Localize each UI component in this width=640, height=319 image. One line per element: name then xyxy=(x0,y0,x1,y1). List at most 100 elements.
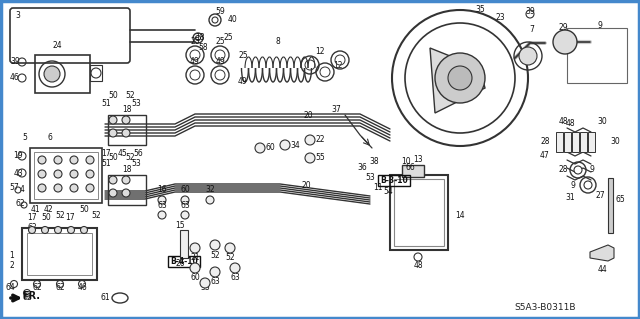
Text: 62: 62 xyxy=(27,224,37,233)
Text: 42: 42 xyxy=(43,205,53,214)
Circle shape xyxy=(305,135,315,145)
Circle shape xyxy=(109,116,117,124)
Text: 25: 25 xyxy=(190,36,200,46)
Circle shape xyxy=(122,116,130,124)
Text: 58: 58 xyxy=(198,43,208,53)
Text: 19: 19 xyxy=(13,152,23,160)
Text: 34: 34 xyxy=(290,140,300,150)
Circle shape xyxy=(44,66,60,82)
Circle shape xyxy=(206,196,214,204)
Text: 48: 48 xyxy=(565,120,575,129)
Text: 6: 6 xyxy=(47,133,52,143)
Text: 25: 25 xyxy=(238,50,248,60)
Circle shape xyxy=(86,156,94,164)
Bar xyxy=(394,179,444,246)
Circle shape xyxy=(181,211,189,219)
Bar xyxy=(108,175,146,205)
Text: 8: 8 xyxy=(276,38,280,47)
Bar xyxy=(108,115,146,145)
Text: B-4-10: B-4-10 xyxy=(170,257,198,266)
Bar xyxy=(180,230,188,258)
Text: 18: 18 xyxy=(122,165,132,174)
Bar xyxy=(580,132,587,152)
Bar xyxy=(556,132,563,152)
Text: 37: 37 xyxy=(331,106,341,115)
Circle shape xyxy=(38,156,46,164)
Text: 49: 49 xyxy=(238,78,248,86)
Text: 48: 48 xyxy=(413,261,423,270)
Text: 63: 63 xyxy=(210,278,220,286)
Circle shape xyxy=(54,226,61,234)
Text: 53: 53 xyxy=(365,174,375,182)
Circle shape xyxy=(280,140,290,150)
Text: 17: 17 xyxy=(27,213,37,222)
Text: 25: 25 xyxy=(223,33,233,42)
Text: 64: 64 xyxy=(5,284,15,293)
Text: 62: 62 xyxy=(55,284,65,293)
Text: 12: 12 xyxy=(316,48,324,56)
Text: 52: 52 xyxy=(125,152,135,161)
Text: 24: 24 xyxy=(52,41,62,50)
Text: 27: 27 xyxy=(595,190,605,199)
Text: 56: 56 xyxy=(133,149,143,158)
Text: 44: 44 xyxy=(597,265,607,275)
Text: 12: 12 xyxy=(333,61,343,70)
Text: 7: 7 xyxy=(529,26,534,34)
Circle shape xyxy=(190,263,200,273)
Text: 2: 2 xyxy=(10,262,14,271)
Bar xyxy=(22,228,97,280)
Text: 29: 29 xyxy=(558,24,568,33)
Circle shape xyxy=(158,211,166,219)
Text: 13: 13 xyxy=(413,154,423,164)
Text: 22: 22 xyxy=(316,136,324,145)
Text: 49: 49 xyxy=(190,56,200,65)
Circle shape xyxy=(86,170,94,178)
Text: 65: 65 xyxy=(615,196,625,204)
Text: S5A3-B0311B: S5A3-B0311B xyxy=(515,303,576,313)
Text: 18: 18 xyxy=(195,33,205,42)
Text: 41: 41 xyxy=(30,205,40,214)
Bar xyxy=(35,55,90,93)
Text: 39: 39 xyxy=(525,8,535,17)
Text: 17: 17 xyxy=(101,149,111,158)
Circle shape xyxy=(448,66,472,90)
Text: 35: 35 xyxy=(475,5,485,14)
Circle shape xyxy=(181,196,189,204)
Text: 52: 52 xyxy=(125,91,135,100)
Circle shape xyxy=(519,47,537,65)
Text: 52: 52 xyxy=(55,211,65,220)
Text: 50: 50 xyxy=(108,152,118,161)
Bar xyxy=(572,132,579,152)
Bar xyxy=(390,175,448,250)
Text: 30: 30 xyxy=(610,137,620,146)
Text: 59: 59 xyxy=(215,8,225,17)
Text: 57: 57 xyxy=(9,183,19,192)
Text: 45: 45 xyxy=(118,149,128,158)
Circle shape xyxy=(70,170,78,178)
Text: 28: 28 xyxy=(558,166,568,174)
Text: 11: 11 xyxy=(373,182,383,191)
Circle shape xyxy=(38,184,46,192)
Circle shape xyxy=(225,243,235,253)
Text: 23: 23 xyxy=(495,13,505,23)
Text: 20: 20 xyxy=(301,181,311,189)
Bar xyxy=(608,178,613,233)
Text: 39: 39 xyxy=(10,57,20,66)
Text: 31: 31 xyxy=(565,194,575,203)
Text: 36: 36 xyxy=(357,164,367,173)
Text: 26: 26 xyxy=(175,259,185,269)
Circle shape xyxy=(574,166,582,174)
Text: 21: 21 xyxy=(190,254,200,263)
Circle shape xyxy=(553,30,577,54)
Circle shape xyxy=(42,226,49,234)
Text: FR.: FR. xyxy=(22,291,40,301)
Bar xyxy=(378,175,410,186)
Text: 9: 9 xyxy=(589,166,595,174)
Circle shape xyxy=(67,226,74,234)
Text: B-3-10: B-3-10 xyxy=(380,176,408,185)
Bar xyxy=(34,152,98,199)
Bar xyxy=(168,256,200,267)
Circle shape xyxy=(200,278,210,288)
Text: 52: 52 xyxy=(91,211,101,220)
Text: 32: 32 xyxy=(205,186,215,195)
